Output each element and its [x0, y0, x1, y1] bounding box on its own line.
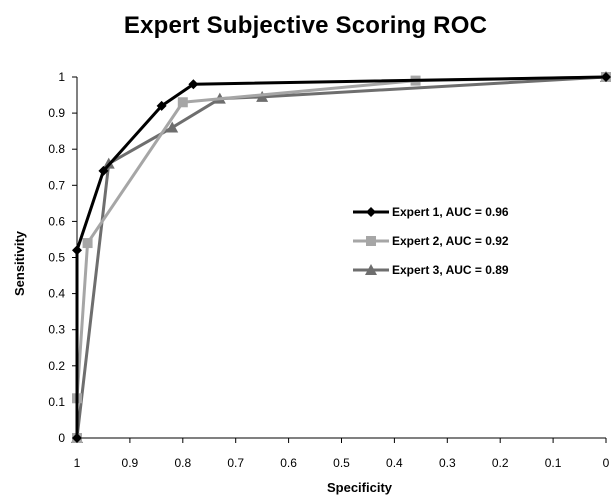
legend-marker-square — [366, 236, 376, 246]
y-tick-label: 0.9 — [48, 106, 65, 120]
x-tick-label: 0.3 — [439, 456, 456, 470]
series-1-line — [77, 77, 606, 438]
y-tick-label: 0.5 — [48, 251, 65, 265]
x-tick-label: 0 — [603, 456, 610, 470]
y-tick-label: 1 — [58, 70, 65, 84]
x-tick-label: 0.2 — [492, 456, 509, 470]
x-tick-label: 0.7 — [227, 456, 244, 470]
y-tick-label: 0.2 — [48, 359, 65, 373]
legend: Expert 1, AUC = 0.96 Expert 2, AUC = 0.92… — [353, 205, 509, 277]
x-axis-title: Specificity — [327, 480, 393, 495]
legend-item-1: Expert 1, AUC = 0.96 — [353, 205, 509, 219]
y-tick-label: 0.8 — [48, 142, 65, 156]
y-tick-label: 0.6 — [48, 214, 65, 228]
series-2-point — [83, 238, 93, 248]
x-tick-label: 0.8 — [174, 456, 191, 470]
x-tick-label: 1 — [74, 456, 81, 470]
series-1 — [72, 72, 611, 443]
y-tick-label: 0.3 — [48, 323, 65, 337]
y-tick-label: 0 — [58, 431, 65, 445]
x-tick-label: 0.9 — [122, 456, 139, 470]
series-2-line — [77, 77, 606, 438]
legend-label: Expert 3, AUC = 0.89 — [392, 263, 509, 277]
legend-item-3: Expert 3, AUC = 0.89 — [353, 263, 509, 277]
y-tick-label: 0.4 — [48, 287, 65, 301]
legend-label: Expert 1, AUC = 0.96 — [392, 205, 509, 219]
series-3 — [71, 71, 611, 443]
series-layer — [71, 71, 611, 443]
legend-label: Expert 2, AUC = 0.92 — [392, 234, 509, 248]
y-tick-label: 0.1 — [48, 395, 65, 409]
x-tick-label: 0.1 — [545, 456, 562, 470]
series-2 — [72, 72, 611, 443]
axes: 0 0.1 0.2 0.3 0.4 0.5 0.6 0.7 0.8 0.9 1 1 0.9 0.8 0.7 0… — [48, 70, 609, 470]
series-1-point — [72, 245, 82, 255]
x-tick-label: 0.4 — [386, 456, 403, 470]
legend-item-2: Expert 2, AUC = 0.92 — [353, 234, 509, 248]
y-tick-label: 0.7 — [48, 178, 65, 192]
series-3-line — [77, 77, 606, 438]
legend-marker-diamond — [366, 207, 376, 217]
x-tick-label: 0.5 — [333, 456, 350, 470]
y-axis-title: Sensitivity — [12, 230, 27, 296]
x-tick-label: 0.6 — [280, 456, 297, 470]
series-2-point — [178, 97, 188, 107]
